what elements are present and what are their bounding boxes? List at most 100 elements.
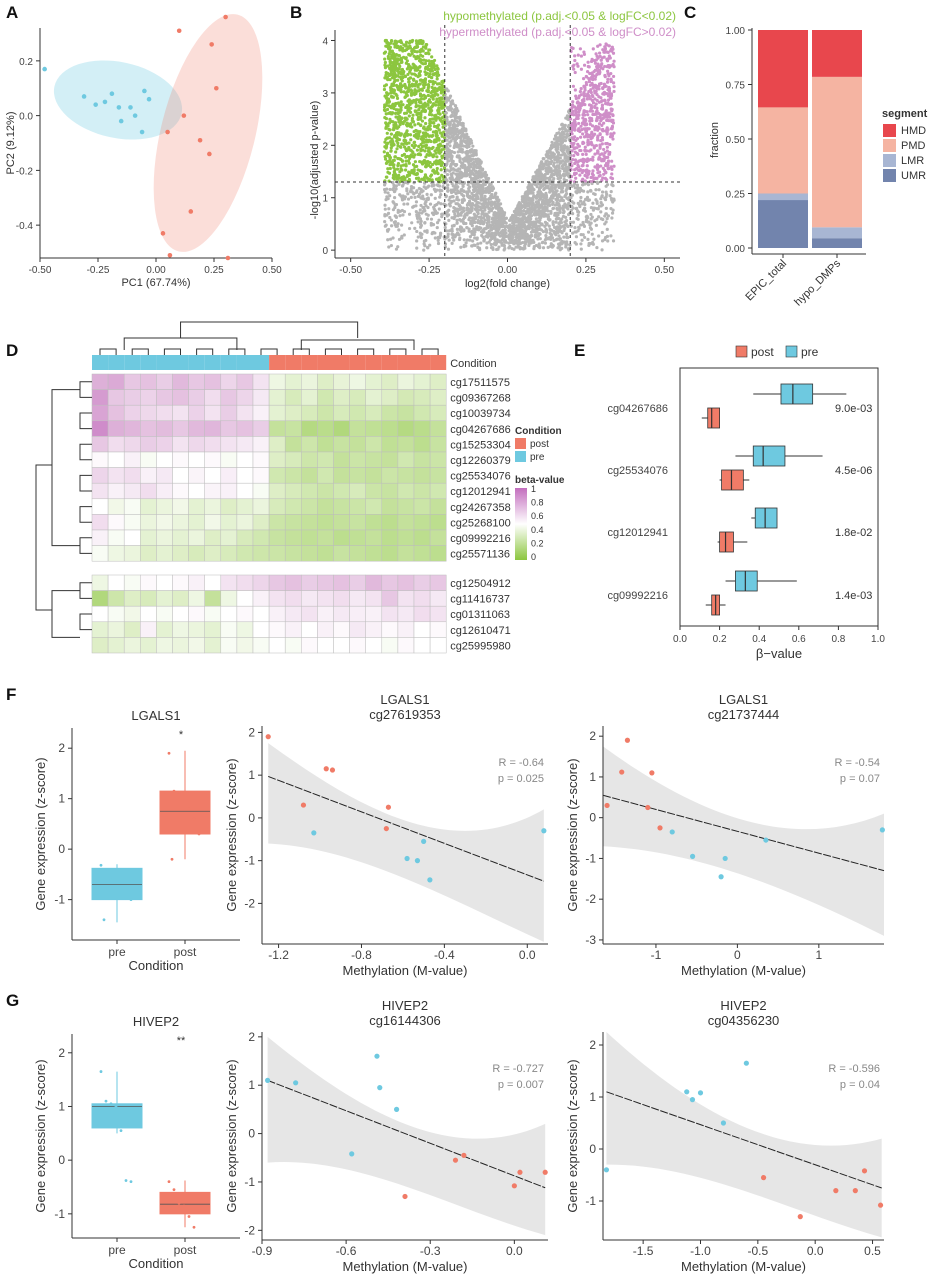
volcano-point	[395, 96, 400, 101]
volcano-point	[605, 126, 609, 130]
heatmap-cell	[381, 545, 399, 562]
volcano-point	[445, 148, 450, 153]
row-label: cg25534076	[450, 471, 511, 483]
volcano-point	[550, 199, 554, 203]
heatmap-cell	[429, 498, 447, 515]
volcano-point	[400, 79, 404, 83]
volcano-point	[421, 54, 425, 58]
heatmap-cell	[333, 389, 350, 406]
volcano-point	[581, 220, 585, 225]
volcano-point	[433, 149, 437, 153]
volcano-point	[555, 225, 560, 229]
volcano-point	[561, 149, 565, 153]
heatmap-cell	[284, 467, 302, 484]
volcano-point	[461, 189, 465, 193]
heatmap-cell	[123, 482, 141, 500]
volcano-point	[468, 171, 473, 175]
volcano-point	[472, 212, 476, 216]
volcano-point	[568, 243, 572, 247]
volcano-point	[552, 177, 556, 181]
volcano-point	[563, 194, 567, 199]
volcano-point	[585, 94, 589, 98]
volcano-point	[465, 154, 469, 158]
volcano-point	[413, 160, 417, 164]
volcano-point	[396, 245, 400, 249]
heatmap-cell	[413, 545, 431, 562]
heatmap-cell	[236, 529, 254, 546]
volcano-point	[485, 188, 490, 192]
heatmap-cell	[172, 574, 189, 591]
volcano-point	[493, 192, 497, 196]
volcano-point	[574, 190, 578, 194]
heatmap-cell	[413, 514, 431, 531]
volcano-point	[488, 188, 492, 192]
volcano-point	[605, 80, 610, 84]
volcano-point	[407, 114, 411, 118]
volcano-point	[577, 144, 581, 148]
volcano-point	[591, 242, 595, 246]
volcano-point	[534, 220, 538, 224]
volcano-point	[427, 84, 431, 88]
volcano-point	[399, 223, 404, 227]
volcano-point	[409, 67, 413, 71]
legend-hypomethylated: hypomethylated (p.adj.<0.05 & logFC<0.02…	[443, 9, 676, 23]
volcano-point	[435, 74, 439, 78]
volcano-point	[398, 64, 402, 68]
volcano-point	[545, 206, 549, 210]
heatmap-cell	[252, 420, 270, 437]
volcano-point	[535, 170, 539, 174]
volcano-point	[413, 195, 417, 199]
volcano-point	[408, 46, 413, 50]
volcano-point	[419, 203, 423, 208]
volcano-point	[612, 85, 616, 89]
volcano-point	[549, 228, 554, 232]
volcano-point	[437, 207, 441, 211]
volcano-point	[455, 218, 459, 222]
heatmap-cell	[365, 404, 383, 422]
heatmap-cell	[91, 389, 109, 406]
volcano-point	[476, 195, 480, 200]
volcano-point	[405, 124, 409, 128]
volcano-point	[598, 115, 602, 119]
condition-cell-pre	[236, 355, 253, 370]
volcano-point	[401, 213, 405, 217]
heatmap-cell	[91, 467, 109, 484]
volcano-point	[456, 212, 461, 216]
volcano-point	[478, 175, 482, 179]
volcano-point	[383, 219, 387, 224]
volcano-point	[591, 101, 596, 105]
volcano-point	[534, 174, 538, 178]
volcano-point	[394, 123, 398, 127]
volcano-point	[450, 189, 454, 193]
heatmap-cell	[107, 514, 125, 531]
heatmap-cell	[268, 436, 286, 453]
volcano-point	[601, 127, 605, 132]
volcano-point	[400, 116, 404, 120]
condition-cell-post	[349, 355, 366, 370]
volcano-point	[412, 169, 416, 173]
volcano-point	[603, 151, 607, 155]
volcano-point	[561, 173, 565, 177]
volcano-point	[578, 167, 583, 172]
condition-cell-post	[301, 355, 318, 370]
volcano-point	[419, 149, 423, 153]
volcano-point	[522, 215, 527, 219]
volcano-point	[607, 74, 611, 78]
volcano-point	[482, 199, 486, 203]
volcano-point	[450, 224, 455, 228]
volcano-point	[588, 109, 592, 113]
volcano-point	[535, 201, 539, 205]
volcano-point	[576, 229, 580, 233]
volcano-point	[454, 202, 458, 206]
volcano-point	[589, 157, 593, 162]
volcano-point	[557, 234, 561, 238]
volcano-point	[394, 150, 398, 154]
heatmap-cell	[349, 545, 366, 562]
volcano-point	[585, 75, 589, 79]
volcano-point	[594, 124, 598, 129]
volcano-point	[602, 55, 606, 59]
volcano-point	[542, 214, 546, 218]
volcano-point	[562, 126, 566, 131]
volcano-point	[388, 62, 392, 67]
volcano-point	[469, 181, 474, 185]
